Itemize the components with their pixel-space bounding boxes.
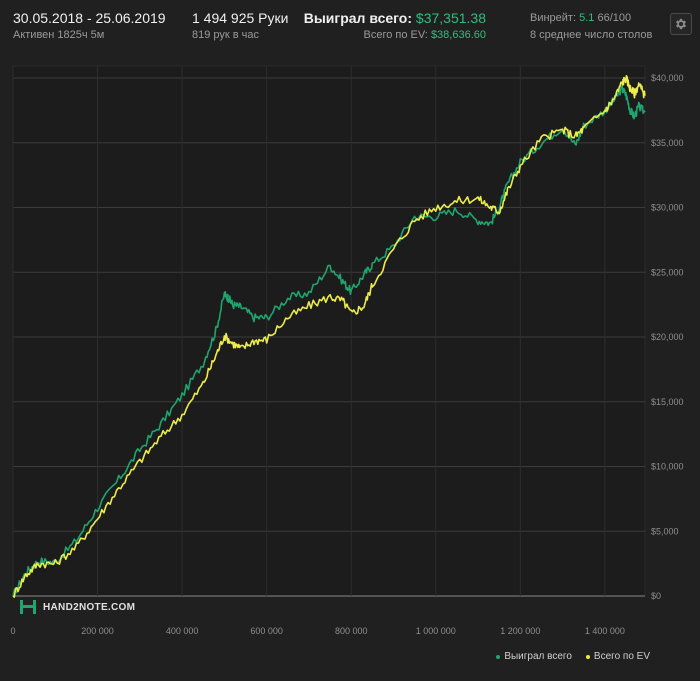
- h2n-logo-icon: [20, 600, 36, 614]
- legend-won-marker: [496, 654, 501, 659]
- winrate-label: Винрейт:: [530, 12, 577, 24]
- ev-label: Всего по EV:: [363, 29, 428, 41]
- plot-background: [12, 65, 646, 597]
- hands-count: 1 494 925 Руки: [192, 10, 289, 26]
- y-tick-label: $0: [651, 591, 661, 601]
- ev-total: Всего по EV: $38,636.60: [304, 29, 486, 41]
- series-line-ev: [12, 75, 646, 598]
- y-tick-label: $30,000: [651, 203, 684, 213]
- x-tick-label: 200 000: [81, 626, 114, 636]
- legend-item-ev[interactable]: Всего по EV: [585, 651, 650, 662]
- x-tick-label: 400 000: [166, 626, 199, 636]
- summary-header: 30.05.2018 - 25.06.2019 Активен 1825ч 5м…: [0, 0, 700, 50]
- active-time: Активен 1825ч 5м: [13, 29, 105, 41]
- legend-item-won[interactable]: Выиграл всего: [496, 651, 572, 662]
- chart-legend: Выиграл всего Всего по EV: [496, 651, 650, 662]
- legend-ev-label: Всего по EV: [593, 651, 650, 662]
- y-tick-label: $40,000: [651, 73, 684, 83]
- y-tick-label: $20,000: [651, 332, 684, 342]
- logo-text: HAND2NOTE.COM: [43, 601, 136, 613]
- y-tick-label: $35,000: [651, 138, 684, 148]
- hands-column: 1 494 925 Руки 819 рук в час: [192, 10, 288, 41]
- winrate: Винрейт: 5.1 66/100: [530, 12, 652, 24]
- average-tables: 8 среднее число столов: [530, 29, 653, 41]
- winrate-value: 5.1: [579, 12, 595, 24]
- chart-area: $0 $5,000 $10,000 $15,000 $20,000 $25,000 $30,…: [0, 50, 700, 676]
- hand2note-logo: HAND2NOTE.COM: [19, 599, 135, 615]
- x-tick-label: 600 000: [250, 626, 283, 636]
- settings-button[interactable]: [670, 13, 692, 35]
- hands-per-hour: 819 рук в час: [192, 29, 260, 41]
- date-column: 30.05.2018 - 25.06.2019 Активен 1825ч 5м: [13, 10, 166, 41]
- x-tick-label: 0: [10, 626, 15, 636]
- won-total: Выиграл всего: $37,351.38: [304, 10, 486, 26]
- winrate-suffix: 66/100: [597, 12, 632, 24]
- x-tick-label: 1 200 000: [500, 626, 540, 636]
- x-tick-label: 1 000 000: [416, 626, 456, 636]
- y-tick-label: $5,000: [651, 526, 679, 536]
- gear-icon: [675, 18, 687, 30]
- winnings-column: Выиграл всего: $37,351.38 Всего по EV: $…: [304, 10, 486, 41]
- x-tick-label: 1 400 000: [585, 626, 625, 636]
- y-tick-label: $25,000: [651, 267, 684, 277]
- x-tick-label: 800 000: [335, 626, 368, 636]
- winrate-column: Винрейт: 5.1 66/100 8 среднее число стол…: [530, 10, 652, 41]
- won-value: $37,351.38: [415, 10, 486, 26]
- legend-won-label: Выиграл всего: [504, 651, 572, 662]
- legend-ev-marker: [585, 654, 590, 659]
- cumulative-winnings-chart: $0 $5,000 $10,000 $15,000 $20,000 $25,000 $30,…: [10, 65, 684, 636]
- ev-value: $38,636.60: [430, 29, 486, 41]
- y-tick-label: $15,000: [651, 397, 684, 407]
- won-label: Выиграл всего:: [303, 10, 413, 26]
- y-tick-label: $10,000: [651, 462, 684, 472]
- date-range: 30.05.2018 - 25.06.2019: [13, 10, 166, 26]
